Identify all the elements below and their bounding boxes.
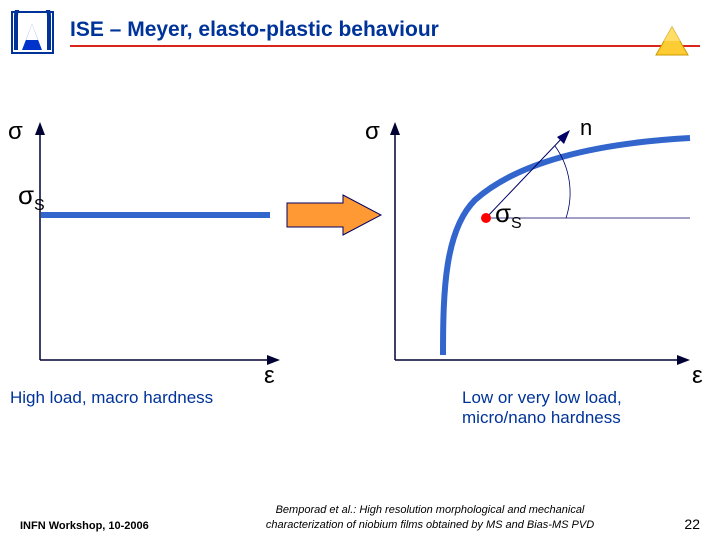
- left-epsilon-label: ε: [264, 362, 275, 390]
- right-sigma-label: σ: [365, 118, 380, 146]
- footer-citation: Bemporad et al.: High resolution morphol…: [200, 503, 660, 532]
- diagram-area: σ σS ε High load, macro hardness σ n σS …: [0, 60, 720, 480]
- left-sigma-s-label: σS: [18, 180, 45, 215]
- right-caption: Low or very low load, micro/nano hardnes…: [462, 388, 692, 428]
- right-caption-text: Low or very low load, micro/nano hardnes…: [462, 388, 622, 427]
- left-sigma-label: σ: [8, 118, 23, 146]
- title-underline: [70, 45, 700, 47]
- slide-title: ISE – Meyer, elasto-plastic behaviour: [70, 18, 700, 42]
- left-caption: High load, macro hardness: [10, 388, 213, 408]
- right-epsilon-label: ε: [692, 362, 703, 390]
- footer-workshop: INFN Workshop, 10-2006: [20, 520, 200, 532]
- footer-citation-line2: characterization of niobium films obtain…: [266, 519, 594, 531]
- right-sigma-s-label: σS: [495, 198, 522, 233]
- triangle-marker-icon: [654, 25, 690, 57]
- transition-arrow-icon: [285, 193, 385, 238]
- page-number: 22: [660, 516, 700, 532]
- right-chart: [380, 60, 710, 380]
- footer-citation-line1: Bemporad et al.: High resolution morphol…: [276, 504, 585, 516]
- logo: [10, 10, 55, 55]
- right-n-label: n: [580, 115, 592, 141]
- footer: INFN Workshop, 10-2006 Bemporad et al.: …: [0, 503, 720, 532]
- left-chart: [0, 60, 300, 380]
